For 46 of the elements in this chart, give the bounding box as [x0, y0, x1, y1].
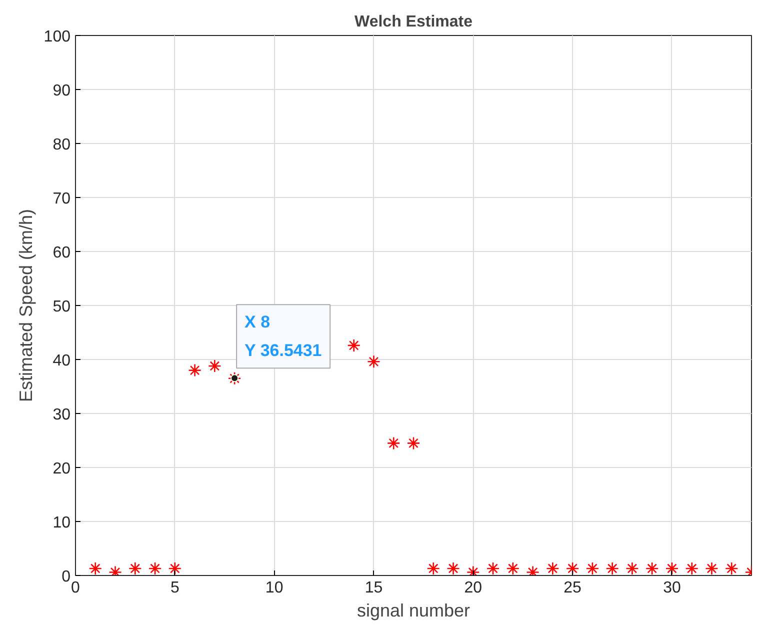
y-tick-label: 20 — [52, 460, 71, 478]
x-tick-label: 15 — [364, 580, 383, 596]
point — [606, 562, 619, 576]
point — [88, 562, 102, 576]
point — [228, 372, 242, 386]
point — [446, 562, 460, 576]
point — [486, 562, 500, 576]
y-tick-label: 50 — [52, 298, 71, 316]
y-tick-label: 90 — [52, 82, 71, 100]
point — [128, 562, 142, 576]
y-tick-label: 40 — [52, 352, 71, 370]
point — [546, 562, 560, 576]
x-tick-label: 25 — [564, 580, 582, 596]
y-tick-label: 60 — [52, 244, 71, 262]
y-tick-label: 80 — [52, 136, 71, 154]
point — [566, 562, 580, 576]
point — [367, 355, 380, 368]
point — [685, 562, 699, 576]
point — [406, 436, 420, 450]
x-tick-label: 30 — [663, 580, 681, 596]
point — [347, 338, 361, 352]
point — [426, 562, 440, 576]
point — [705, 562, 718, 576]
x-tick-label: 20 — [464, 580, 482, 596]
y-tick-label: 0 — [62, 568, 71, 586]
point — [168, 562, 182, 576]
x-tick-label: 10 — [265, 580, 284, 596]
y-tick-label: 100 — [44, 28, 71, 46]
point — [148, 562, 162, 576]
y-tick-label: 30 — [52, 406, 71, 424]
y-tick-label: 70 — [52, 190, 71, 208]
chart-title: Welch Estimate — [354, 14, 473, 30]
x-axis-title: signal number — [356, 600, 470, 620]
x-tick-label: 5 — [170, 580, 180, 596]
point — [506, 562, 520, 576]
point — [386, 436, 400, 450]
point — [586, 562, 600, 576]
y-tick-label: 10 — [52, 514, 71, 532]
point — [645, 562, 659, 576]
annotation: X 8 Y 36.5431 — [244, 312, 322, 360]
point — [208, 359, 222, 373]
y-axis-title: Estimated Speed (km/h) — [16, 208, 36, 402]
point — [724, 562, 738, 576]
point — [626, 562, 639, 576]
point — [665, 562, 679, 576]
point — [188, 364, 202, 377]
